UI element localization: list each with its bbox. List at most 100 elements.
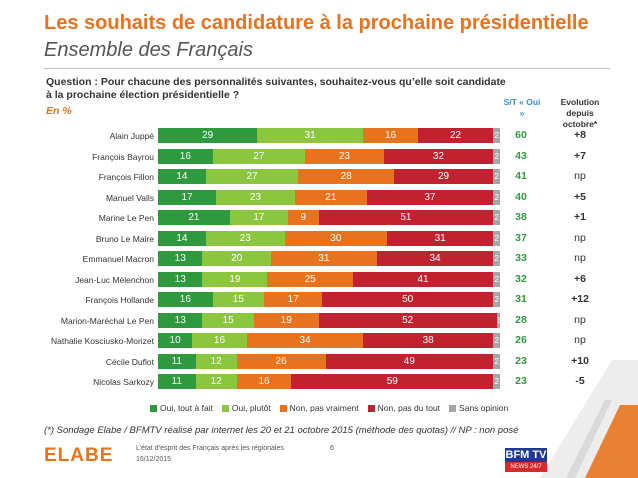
bar-segment: 34 bbox=[246, 333, 364, 348]
bar-segment: 25 bbox=[267, 271, 353, 287]
bar-segment: 59 bbox=[291, 374, 494, 389]
legend-item: Oui, plutôt bbox=[221, 403, 271, 413]
bar-segment: 13 bbox=[158, 251, 203, 266]
bar-segment: 27 bbox=[212, 148, 306, 164]
legend-item: Non, pas du tout bbox=[367, 403, 440, 413]
bar-segment: 2 bbox=[493, 353, 500, 369]
bfmtv-logo-text: BFM TV bbox=[505, 449, 547, 461]
row-label: François Fillon bbox=[98, 172, 154, 182]
bar-segment: 34 bbox=[376, 251, 494, 266]
legend-swatch bbox=[221, 404, 229, 412]
evolution-value: +12 bbox=[571, 293, 589, 305]
bar-segment: 41 bbox=[352, 271, 494, 287]
st-oui-value: 33 bbox=[515, 252, 527, 264]
row-label: Alain Juppé bbox=[109, 131, 154, 141]
bar-segment: 19 bbox=[202, 271, 268, 287]
evolution-value: np bbox=[574, 252, 586, 264]
bar-segment: 16 bbox=[192, 333, 247, 348]
bar-segment: 20 bbox=[202, 251, 271, 266]
bfmtv-logo: BFM TV NEWS 24/7 bbox=[505, 448, 547, 472]
bar-segment: 29 bbox=[393, 169, 494, 184]
bar-segment: 31 bbox=[387, 230, 494, 246]
evolution-value: np bbox=[574, 334, 586, 346]
bar-segment: 21 bbox=[294, 189, 367, 205]
bar-segment: 52 bbox=[318, 312, 497, 328]
bar-segment: 38 bbox=[363, 333, 494, 348]
bar-segment: 31 bbox=[270, 251, 377, 266]
legend-swatch bbox=[367, 404, 375, 412]
legend-swatch bbox=[279, 404, 287, 412]
bar-segment: 16 bbox=[363, 128, 418, 143]
footer-info: L’état d’esprit des Français après les r… bbox=[136, 443, 284, 465]
st-oui-header: S/T « Oui » bbox=[503, 97, 541, 118]
bar-segment: 11 bbox=[158, 353, 196, 369]
bar-segment: 2 bbox=[493, 271, 500, 287]
bar-segment: 2 bbox=[493, 230, 500, 246]
evolution-header: Evolution depuis octobre* bbox=[560, 97, 600, 129]
row-label: Nicolas Sarkozy bbox=[93, 377, 154, 387]
unit-label: En % bbox=[46, 105, 72, 117]
bar-segment: 28 bbox=[298, 169, 394, 184]
row-label: Nathalie Kosciusko-Morizet bbox=[51, 336, 154, 346]
row-label: Cécile Duflot bbox=[105, 356, 154, 367]
bar-segment: 2 bbox=[493, 169, 500, 184]
page-subtitle: Ensemble des Français bbox=[44, 39, 253, 61]
bar-segment: 9 bbox=[287, 210, 319, 225]
bar-segment: 2 bbox=[493, 251, 500, 266]
bar-segment: 50 bbox=[322, 292, 494, 307]
st-oui-value: 37 bbox=[515, 231, 527, 244]
bar-segment: 13 bbox=[158, 312, 203, 328]
report-date: 16/12/2015 bbox=[136, 456, 172, 463]
bar-segment: 2 bbox=[493, 374, 500, 389]
bar-segment: 17 bbox=[264, 292, 323, 307]
evolution-value: np bbox=[574, 231, 586, 244]
survey-question: Question : Pour chacune des personnalité… bbox=[46, 76, 506, 101]
bar-segment: 16 bbox=[158, 148, 213, 164]
bar-segment: 10 bbox=[158, 333, 193, 348]
legend-item: Oui, tout à fait bbox=[150, 403, 213, 413]
bar-segment: 26 bbox=[236, 353, 326, 369]
row-label: Jean-Luc Mélenchon bbox=[75, 274, 154, 285]
evolution-value: np bbox=[574, 170, 586, 182]
page-number: 6 bbox=[330, 445, 334, 452]
st-oui-value: 26 bbox=[515, 334, 527, 346]
bar-segment: 31 bbox=[257, 128, 364, 143]
bar-segment: 2 bbox=[493, 128, 500, 143]
report-title: L’état d’esprit des Français après les r… bbox=[136, 445, 284, 452]
bar-segment: 30 bbox=[284, 230, 388, 246]
legend-item: Non, pas vraiment bbox=[279, 403, 359, 413]
legend-swatch bbox=[449, 404, 457, 412]
evolution-value: +1 bbox=[574, 211, 586, 223]
bfmtv-logo-subtext: NEWS 24/7 bbox=[505, 462, 547, 472]
bar-segment: 15 bbox=[202, 312, 254, 328]
bar-segment: 27 bbox=[205, 169, 299, 184]
bar-segment: 17 bbox=[158, 189, 217, 205]
bar-segment: 15 bbox=[212, 292, 265, 307]
bar-segment: 32 bbox=[383, 148, 494, 164]
bar-segment: 37 bbox=[366, 189, 494, 205]
evolution-value: np bbox=[574, 313, 586, 326]
st-oui-value: 38 bbox=[515, 211, 527, 223]
st-oui-value: 32 bbox=[515, 272, 527, 285]
legend-label: Sans opinion bbox=[459, 403, 509, 413]
st-oui-value: 23 bbox=[515, 354, 527, 367]
title-divider bbox=[44, 68, 610, 69]
legend-label: Oui, tout à fait bbox=[160, 403, 213, 413]
footnote: (*) Sondage Elabe / BFMTV réalisé par in… bbox=[44, 425, 519, 436]
bar-segment: 21 bbox=[158, 210, 230, 225]
st-oui-value: 43 bbox=[515, 149, 527, 162]
bar-segment: 12 bbox=[195, 374, 237, 389]
row-label: Marion-Maréchal Le Pen bbox=[60, 315, 154, 326]
bar-segment: 23 bbox=[216, 189, 295, 205]
row-label: François Hollande bbox=[85, 295, 154, 305]
bar-segment: 2 bbox=[493, 333, 500, 348]
bar-segment: 14 bbox=[158, 169, 206, 184]
evolution-value: +7 bbox=[574, 149, 586, 162]
legend-label: Non, pas vraiment bbox=[289, 403, 359, 413]
bar-segment: 2 bbox=[493, 292, 500, 307]
bar-segment: 22 bbox=[417, 128, 494, 143]
st-oui-value: 60 bbox=[515, 129, 527, 141]
bar-segment: 16 bbox=[236, 374, 292, 389]
row-label: Manuel Valls bbox=[105, 192, 154, 203]
